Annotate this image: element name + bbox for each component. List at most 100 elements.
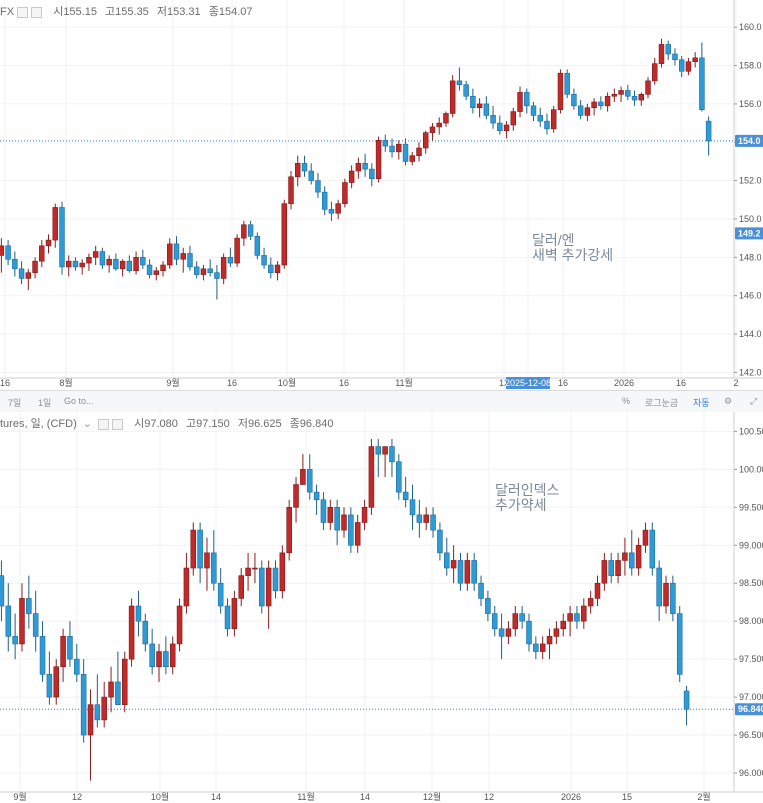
dxy-candle bbox=[217, 568, 224, 614]
settings-icon[interactable] bbox=[17, 6, 29, 18]
usdjpy-candle bbox=[416, 142, 422, 162]
dxy-candle bbox=[622, 537, 628, 576]
usdjpy-candle-body bbox=[618, 90, 624, 95]
dxy-candle-body bbox=[574, 613, 580, 622]
usdjpy-candle-body bbox=[423, 132, 429, 149]
dxy-candle bbox=[601, 552, 608, 591]
dxy-candle-body bbox=[533, 643, 539, 652]
dxy-candle bbox=[142, 613, 149, 652]
usdjpy-candle-body bbox=[449, 80, 456, 114]
usdjpy-y-tick-label: 144.0 bbox=[739, 329, 762, 339]
usdjpy-candle bbox=[443, 111, 449, 127]
usdjpy-y-tick-label: 150.0 bbox=[739, 214, 762, 224]
dxy-candle bbox=[60, 628, 66, 682]
dxy-candle bbox=[94, 674, 101, 728]
usdjpy-high-value: 155.35 bbox=[115, 6, 149, 18]
range-7d-button[interactable]: 7일 bbox=[8, 398, 22, 408]
dxy-x-tick-label: 10월 bbox=[151, 791, 169, 802]
dxy-annotation-line-2: 추가약세 bbox=[495, 497, 547, 513]
usdjpy-candle bbox=[146, 259, 153, 279]
dxy-candle-body bbox=[450, 560, 457, 569]
usdjpy-chart-pane[interactable]: 142.0 144.0 146.0 148.0 150.0 152.0 154.0 156.0… bbox=[0, 0, 763, 390]
dxy-candle-body bbox=[491, 613, 498, 630]
usdjpy-candle-body bbox=[429, 126, 436, 133]
usdjpy-candle bbox=[382, 134, 389, 152]
dxy-candle-body bbox=[423, 514, 429, 523]
dxy-candle bbox=[635, 537, 642, 576]
hide-icon[interactable] bbox=[112, 418, 124, 430]
dxy-candle bbox=[341, 507, 347, 538]
usdjpy-candle bbox=[234, 234, 240, 267]
dxy-candle-body bbox=[663, 582, 669, 607]
usdjpy-candle-body bbox=[645, 80, 651, 95]
usdjpy-candle bbox=[301, 155, 308, 177]
dxy-candle-body bbox=[539, 643, 546, 652]
dxy-candle-body bbox=[135, 605, 142, 622]
dxy-close-label: 종 bbox=[289, 418, 300, 430]
usdjpy-candle bbox=[423, 130, 429, 154]
range-1d-button[interactable]: 1일 bbox=[38, 398, 52, 408]
dxy-candle-body bbox=[101, 696, 107, 721]
usdjpy-candle-body bbox=[524, 92, 530, 107]
hide-icon[interactable] bbox=[31, 6, 43, 18]
settings-icon[interactable] bbox=[98, 418, 110, 430]
dxy-x-tick-label: 11월 bbox=[297, 791, 315, 802]
usdjpy-candle-body bbox=[281, 203, 287, 266]
usdjpy-crosshair-date: 2025-12-08 bbox=[505, 378, 551, 388]
dxy-candle-body bbox=[396, 461, 402, 493]
dxy-candle bbox=[135, 590, 142, 637]
dxy-chart-pane[interactable]: 96.000 96.500 97.000 97.500 98.000 98.500 99.0… bbox=[0, 412, 763, 803]
usdjpy-candle bbox=[396, 140, 402, 160]
usdjpy-candle-body bbox=[0, 245, 5, 256]
dxy-candle bbox=[423, 507, 429, 531]
settings-gear-icon[interactable]: ⚙ bbox=[724, 396, 733, 406]
dxy-candle-body bbox=[293, 484, 299, 508]
usdjpy-candle bbox=[611, 88, 618, 102]
auto-scale-toggle[interactable]: 자동 bbox=[693, 398, 710, 408]
fullscreen-icon[interactable]: ⤢ bbox=[750, 396, 758, 406]
goto-button[interactable]: Go to... bbox=[64, 396, 94, 406]
dxy-candle-body bbox=[149, 643, 155, 668]
usdjpy-candle-body bbox=[308, 170, 314, 181]
usdjpy-candle-body bbox=[517, 92, 523, 112]
percent-toggle[interactable]: % bbox=[622, 396, 631, 406]
log-scale-toggle[interactable]: 로그눈금 bbox=[645, 398, 679, 408]
dxy-candle bbox=[176, 598, 183, 652]
usdjpy-candle-body bbox=[557, 72, 564, 110]
usdjpy-candle-body bbox=[342, 182, 348, 204]
usdjpy-candle bbox=[497, 115, 503, 135]
dxy-price-label-bg bbox=[735, 703, 763, 716]
usdjpy-candle bbox=[119, 259, 126, 277]
usdjpy-candle bbox=[604, 92, 611, 112]
usdjpy-x-tick-label: 16 bbox=[0, 378, 10, 388]
usdjpy-candle bbox=[5, 240, 11, 266]
usdjpy-candle bbox=[449, 75, 456, 118]
dxy-candle-body bbox=[108, 681, 114, 698]
dxy-annotation: 달러인덱스 추가약세 bbox=[495, 483, 559, 513]
usdjpy-legend: FX 시155.15 고155.35 저153.31 종154.07 bbox=[0, 3, 253, 19]
dxy-candle-body bbox=[224, 605, 231, 630]
usdjpy-candle-body bbox=[140, 257, 146, 266]
usdjpy-candle-body bbox=[652, 63, 658, 82]
dxy-candle bbox=[574, 606, 580, 629]
usdjpy-candle bbox=[72, 257, 79, 271]
dxy-candle bbox=[149, 628, 155, 675]
dxy-candle-body bbox=[306, 469, 313, 493]
dxy-candle bbox=[348, 507, 354, 553]
usdjpy-candle-body bbox=[402, 143, 409, 162]
dxy-candle bbox=[615, 552, 621, 584]
usdjpy-candle bbox=[308, 163, 314, 185]
dxy-candlestick-chart: 96.000 96.500 97.000 97.500 98.000 98.500 99.0… bbox=[0, 412, 763, 802]
usdjpy-crosshair-date-bg bbox=[506, 377, 550, 389]
usdjpy-price-label: 154.0 bbox=[738, 136, 761, 146]
dxy-candle bbox=[533, 636, 539, 660]
usdjpy-candle bbox=[113, 253, 119, 271]
dxy-candle-body bbox=[546, 636, 553, 645]
dxy-candle-body bbox=[74, 658, 80, 675]
dxy-candle bbox=[101, 681, 107, 728]
dxy-candle-body bbox=[327, 507, 334, 523]
dxy-low-label: 저 bbox=[237, 418, 248, 430]
usdjpy-candle-body bbox=[389, 145, 395, 153]
dxy-candle bbox=[211, 530, 217, 591]
usdjpy-candle-body bbox=[167, 243, 173, 266]
